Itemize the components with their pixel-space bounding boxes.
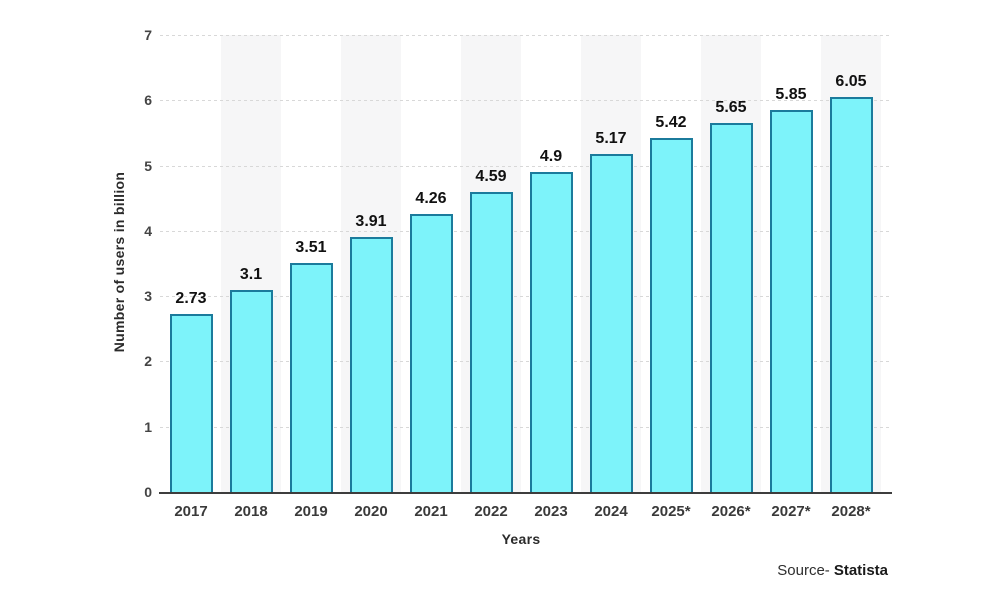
- x-tick-label: 2022: [474, 503, 508, 520]
- source-name: Statista: [833, 562, 888, 579]
- x-tick-label: 2019: [294, 503, 328, 520]
- bar-2022: [469, 192, 513, 492]
- bar-2027*: [769, 110, 813, 492]
- bar-2026*: [709, 123, 753, 492]
- y-tick-label: 6: [144, 92, 152, 108]
- bar-value-label: 5.17: [595, 130, 627, 147]
- bar-2019: [289, 263, 333, 492]
- bar-value-label: 4.59: [475, 168, 507, 185]
- gridline: [160, 296, 890, 297]
- bar-value-label: 5.65: [715, 99, 747, 116]
- x-tick-label: 2025*: [651, 503, 691, 520]
- bar-2021: [409, 214, 453, 492]
- bar-2017: [169, 314, 213, 492]
- y-tick-label: 1: [144, 419, 152, 435]
- x-tick-label: 2018: [234, 503, 268, 520]
- gridline: [160, 35, 890, 36]
- bar-value-label: 3.1: [239, 266, 263, 283]
- bar-2025*: [649, 138, 693, 492]
- x-tick-label: 2020: [354, 503, 388, 520]
- bar-2018: [229, 290, 273, 492]
- y-tick-label: 4: [144, 223, 152, 239]
- bar-value-label: 4.9: [539, 148, 563, 165]
- y-axis-title: Number of users in billion: [111, 171, 127, 353]
- gridline: [160, 361, 890, 362]
- bar-value-label: 5.42: [655, 114, 687, 131]
- x-tick-label: 2026*: [711, 503, 751, 520]
- gridline: [160, 166, 890, 167]
- y-tick-label: 7: [144, 27, 152, 43]
- gridline: [160, 427, 890, 428]
- x-axis-title: Years: [501, 531, 541, 547]
- bar-value-label: 6.05: [835, 73, 867, 90]
- source-attribution: Source- Statista: [777, 562, 888, 579]
- y-tick-label: 5: [144, 158, 152, 174]
- x-axis-line: [159, 492, 892, 494]
- bar-2020: [349, 237, 393, 492]
- y-tick-label: 2: [144, 353, 152, 369]
- y-tick-label: 0: [144, 484, 152, 500]
- bar-2024: [589, 154, 633, 492]
- x-tick-label: 2024: [594, 503, 628, 520]
- bar-value-label: 4.26: [415, 190, 447, 207]
- bar-value-label: 3.91: [355, 213, 387, 230]
- bar-2028*: [829, 97, 873, 492]
- gridline: [160, 100, 890, 101]
- bar-value-label: 3.51: [295, 239, 327, 256]
- bar-value-label: 5.85: [775, 86, 807, 103]
- source-prefix: Source-: [777, 562, 830, 579]
- y-tick-label: 3: [144, 288, 152, 304]
- x-tick-label: 2027*: [771, 503, 811, 520]
- x-tick-label: 2028*: [831, 503, 871, 520]
- bar-2023: [529, 172, 573, 492]
- bar-value-label: 2.73: [175, 290, 207, 307]
- gridline: [160, 231, 890, 232]
- x-tick-label: 2023: [534, 503, 568, 520]
- x-tick-label: 2017: [174, 503, 208, 520]
- x-tick-label: 2021: [414, 503, 448, 520]
